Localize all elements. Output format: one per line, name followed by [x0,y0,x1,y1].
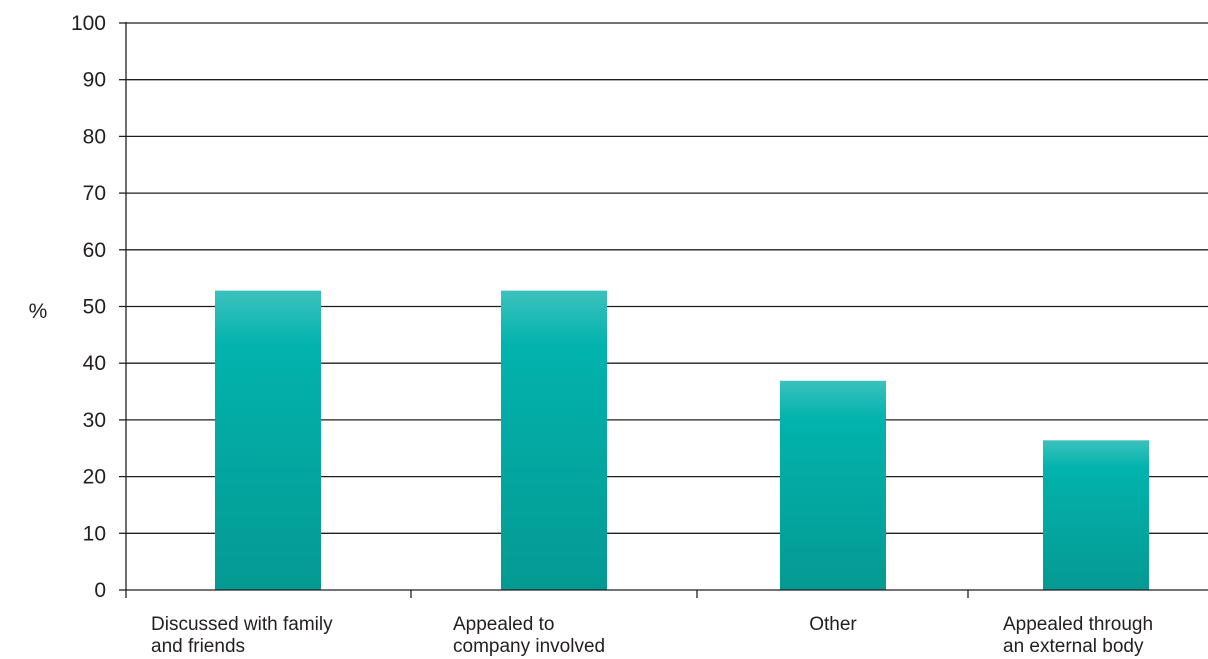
category-label-line: Appealed through [1003,614,1153,635]
category-labels: Discussed with family and friends Appealed… [151,614,1153,657]
y-tick-label: 70 [83,182,106,205]
category-label: Other [809,614,857,635]
y-axis-label: % [29,300,48,323]
bars [215,290,1149,590]
y-tick-label: 30 [83,409,106,432]
category-label: Appealed to company involved [453,614,605,657]
y-tick-label: 100 [71,12,106,35]
bar [501,290,607,590]
axes [119,22,1208,598]
category-label-line: company involved [453,636,605,657]
y-tick-label: 40 [83,352,106,375]
category-label-line: Discussed with family [151,614,333,635]
category-label-line: an external body [1003,636,1144,657]
category-label-line: and friends [151,636,245,657]
y-tick-labels: 0 10 20 30 40 50 60 70 80 90 100 [71,12,106,602]
category-label: Discussed with family and friends [151,614,333,657]
y-tick-label: 10 [83,522,106,545]
y-tick-label: 60 [83,239,106,262]
bar [780,380,886,590]
category-label-line: Other [809,614,857,635]
y-tick-label: 50 [83,296,106,319]
category-label-line: Appealed to [453,614,554,635]
y-tick-label: 90 [83,69,106,92]
bar [215,290,321,590]
y-tick-label: 20 [83,466,106,489]
y-tick-label: 0 [94,579,106,602]
category-label: Appealed through an external body [1003,614,1153,657]
bar [1043,440,1149,590]
y-tick-label: 80 [83,125,106,148]
